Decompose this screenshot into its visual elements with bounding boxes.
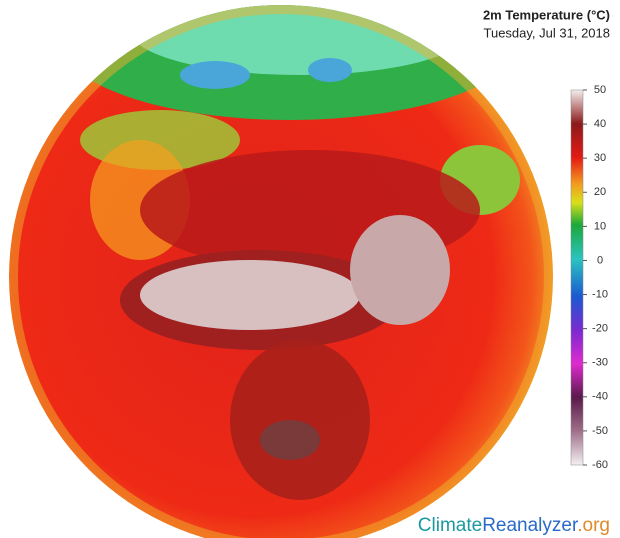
colorbar-tick-label: 40: [594, 118, 606, 130]
credit-part: Reanalyzer: [482, 515, 579, 536]
map-subtitle: Tuesday, Jul 31, 2018: [484, 25, 610, 40]
map-title: 2m Temperature (°C): [483, 7, 610, 22]
colorbar-tick-label: -40: [592, 391, 608, 403]
colorbar-tick-label: 0: [597, 254, 603, 266]
colorbar: [570, 89, 584, 466]
colorbar-tick-label: -30: [592, 357, 608, 369]
colorbar-tick-label: -10: [592, 288, 608, 300]
credit: ClimateReanalyzer.org: [418, 515, 610, 536]
credit-part: Climate: [418, 515, 482, 536]
globe: [9, 5, 553, 538]
colorbar-tick-label: 10: [594, 220, 606, 232]
colorbar-tick-label: 20: [594, 186, 606, 198]
colorbar-ticks: 50 40 30 20 10 0 -10 -20 -30 -40 -50 -60: [583, 84, 608, 471]
colorbar-tick-label: -60: [592, 459, 608, 471]
colorbar-tick-label: 30: [594, 152, 606, 164]
colorbar-tick-label: -20: [592, 323, 608, 335]
colorbar-tick-label: -50: [592, 425, 608, 437]
credit-part: .org: [577, 515, 610, 536]
colorbar-tick-label: 50: [594, 84, 606, 96]
